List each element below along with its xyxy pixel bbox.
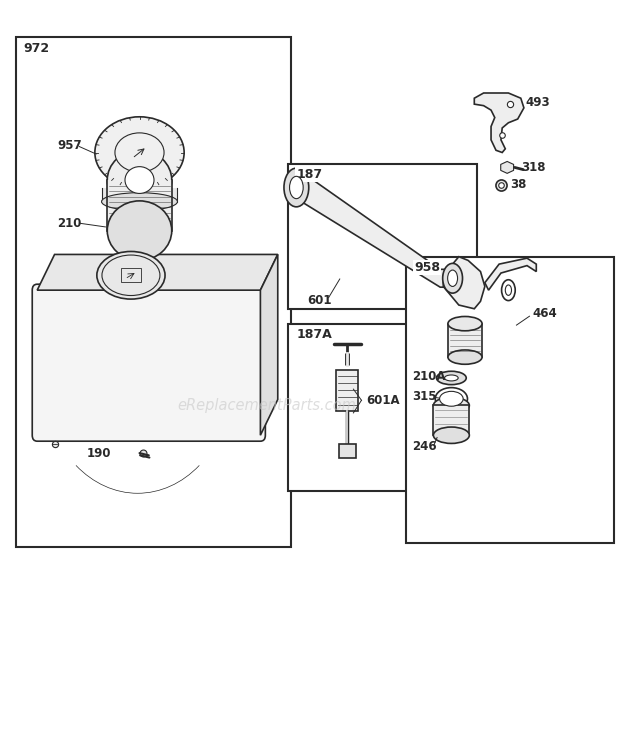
Text: 318: 318	[521, 161, 546, 174]
Bar	[288, 164, 477, 309]
Bar	[406, 257, 614, 543]
Bar	[107, 180, 172, 231]
Text: 246: 246	[412, 440, 437, 453]
Ellipse shape	[440, 391, 463, 406]
Ellipse shape	[448, 350, 482, 365]
Text: 601: 601	[308, 294, 332, 307]
Bar	[121, 268, 141, 283]
Ellipse shape	[433, 397, 469, 414]
Ellipse shape	[125, 167, 154, 193]
Text: 958: 958	[414, 261, 440, 274]
Polygon shape	[443, 257, 485, 309]
Polygon shape	[485, 258, 536, 290]
Text: 210: 210	[57, 217, 81, 230]
Ellipse shape	[436, 371, 466, 385]
Bar	[336, 370, 358, 411]
Ellipse shape	[107, 201, 172, 260]
Ellipse shape	[95, 117, 184, 188]
Bar	[433, 405, 469, 435]
Polygon shape	[37, 254, 278, 290]
Ellipse shape	[97, 251, 165, 299]
Text: 38: 38	[510, 178, 526, 191]
Bar	[339, 444, 356, 458]
Polygon shape	[260, 254, 278, 435]
Polygon shape	[299, 173, 450, 287]
Ellipse shape	[435, 388, 467, 410]
Bar	[448, 324, 482, 357]
Polygon shape	[501, 161, 513, 173]
Text: 190: 190	[87, 447, 112, 461]
Ellipse shape	[445, 375, 458, 381]
Ellipse shape	[102, 255, 160, 295]
Ellipse shape	[115, 133, 164, 172]
Ellipse shape	[448, 270, 458, 286]
Ellipse shape	[505, 285, 511, 295]
Ellipse shape	[107, 150, 172, 210]
Bar	[16, 37, 291, 547]
Text: 187A: 187A	[296, 328, 332, 341]
Text: 464: 464	[532, 307, 557, 321]
Ellipse shape	[448, 316, 482, 331]
Bar	[102, 188, 177, 202]
Ellipse shape	[290, 176, 303, 199]
Text: 493: 493	[526, 96, 551, 109]
Text: eReplacementParts.com: eReplacementParts.com	[177, 398, 356, 413]
Bar	[288, 324, 443, 491]
Ellipse shape	[433, 427, 469, 443]
Text: 601A: 601A	[366, 394, 399, 407]
Ellipse shape	[284, 168, 309, 207]
Ellipse shape	[102, 193, 177, 211]
Text: 972: 972	[24, 42, 50, 54]
Text: 210A: 210A	[412, 370, 446, 383]
Text: 315: 315	[412, 390, 437, 403]
Ellipse shape	[443, 263, 463, 293]
FancyBboxPatch shape	[32, 284, 265, 441]
Ellipse shape	[502, 280, 515, 301]
Text: 187: 187	[296, 168, 322, 181]
Text: 957: 957	[57, 138, 82, 152]
Polygon shape	[474, 93, 524, 153]
